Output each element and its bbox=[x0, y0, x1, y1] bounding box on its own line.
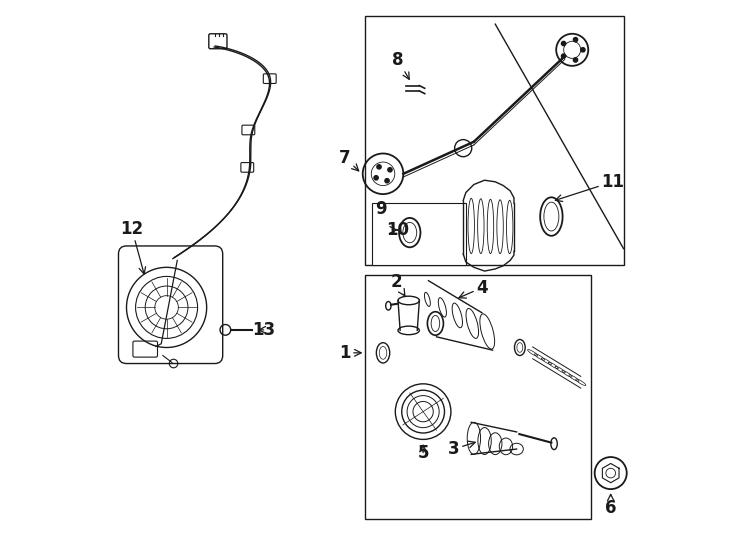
Circle shape bbox=[562, 54, 566, 58]
Text: 11: 11 bbox=[556, 173, 624, 201]
Circle shape bbox=[377, 165, 381, 169]
Text: 2: 2 bbox=[390, 273, 405, 296]
Bar bbox=[366, 16, 624, 265]
Text: 1: 1 bbox=[339, 344, 361, 362]
Text: 7: 7 bbox=[339, 148, 359, 171]
Circle shape bbox=[388, 167, 392, 172]
Circle shape bbox=[374, 176, 378, 180]
Circle shape bbox=[573, 58, 578, 62]
Bar bbox=[366, 275, 592, 518]
Text: 5: 5 bbox=[418, 444, 429, 462]
Circle shape bbox=[581, 48, 585, 52]
Text: 10: 10 bbox=[385, 221, 409, 239]
Text: 3: 3 bbox=[448, 440, 475, 458]
Bar bbox=[372, 203, 466, 265]
Text: 9: 9 bbox=[375, 200, 387, 218]
Circle shape bbox=[573, 37, 578, 42]
Text: 4: 4 bbox=[459, 279, 487, 298]
Text: 6: 6 bbox=[605, 494, 617, 517]
Text: 8: 8 bbox=[392, 51, 410, 79]
Text: 12: 12 bbox=[120, 220, 145, 274]
Circle shape bbox=[562, 42, 566, 46]
Text: 13: 13 bbox=[252, 321, 275, 339]
Circle shape bbox=[385, 179, 389, 183]
